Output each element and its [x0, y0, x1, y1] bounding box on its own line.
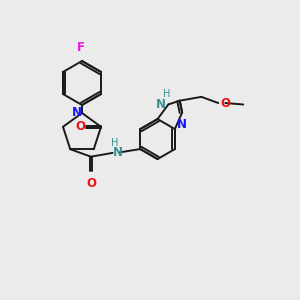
Text: N: N	[156, 98, 166, 111]
Text: O: O	[220, 97, 230, 110]
Text: N: N	[72, 106, 82, 118]
Text: H: H	[111, 138, 118, 148]
Text: H: H	[163, 89, 170, 100]
Text: O: O	[75, 120, 85, 133]
Text: F: F	[77, 41, 85, 54]
Text: O: O	[86, 177, 96, 190]
Text: N: N	[112, 146, 123, 159]
Text: N: N	[177, 118, 187, 131]
